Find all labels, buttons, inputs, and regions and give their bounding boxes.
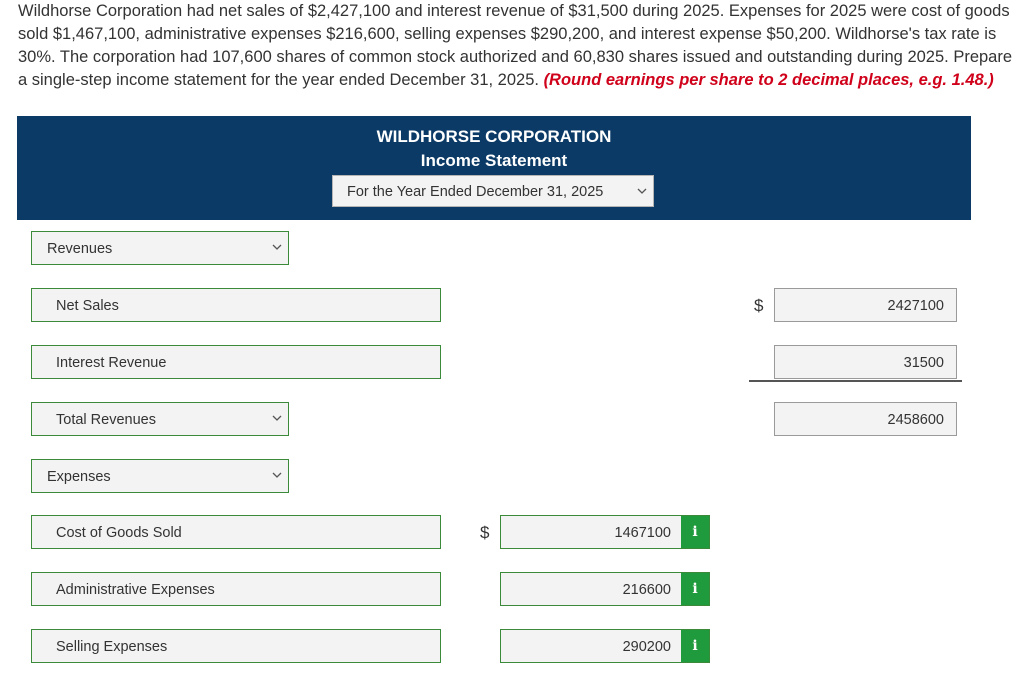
interest-revenue-amount[interactable]: 31500 [774, 345, 957, 379]
cogs-label: Cost of Goods Sold [56, 525, 182, 541]
chevron-down-icon [272, 244, 282, 250]
cogs-value: 1467100 [614, 525, 671, 541]
selling-expenses-label: Selling Expenses [56, 639, 168, 655]
info-icon[interactable]: i [681, 630, 709, 662]
subtotal-rule [749, 380, 962, 382]
net-sales-label: Net Sales [56, 298, 119, 314]
total-revenues-dropdown[interactable]: Total Revenues [31, 402, 289, 436]
selling-expenses-value: 290200 [622, 639, 671, 655]
admin-expenses-label: Administrative Expenses [56, 582, 215, 598]
currency-symbol: $ [480, 523, 490, 542]
rounding-hint: (Round earnings per share to 2 decimal p… [543, 71, 994, 89]
expenses-heading-dropdown[interactable]: Expenses [31, 459, 289, 493]
cogs-field[interactable]: Cost of Goods Sold [31, 515, 441, 549]
admin-expenses-field[interactable]: Administrative Expenses [31, 572, 441, 606]
interest-revenue-field[interactable]: Interest Revenue [31, 345, 441, 379]
expenses-heading-label: Expenses [47, 469, 111, 485]
interest-revenue-value: 31500 [903, 355, 944, 371]
currency-symbol: $ [754, 296, 764, 315]
statement-header: WILDHORSE CORPORATION Income Statement F… [17, 116, 971, 220]
revenues-heading-dropdown[interactable]: Revenues [31, 231, 289, 265]
admin-expenses-amount[interactable]: 216600 i [500, 572, 710, 606]
period-value: For the Year Ended December 31, 2025 [347, 184, 604, 200]
revenues-heading-label: Revenues [47, 241, 113, 257]
chevron-down-icon [272, 415, 282, 421]
company-name: WILDHORSE CORPORATION [376, 127, 612, 146]
interest-revenue-label: Interest Revenue [56, 355, 167, 371]
admin-expenses-value: 216600 [622, 582, 671, 598]
selling-expenses-amount[interactable]: 290200 i [500, 629, 710, 663]
total-revenues-label: Total Revenues [56, 412, 156, 428]
period-dropdown[interactable]: For the Year Ended December 31, 2025 [332, 175, 654, 207]
info-icon[interactable]: i [681, 573, 709, 605]
total-revenues-value: 2458600 [887, 412, 944, 428]
problem-statement: Wildhorse Corporation had net sales of $… [18, 0, 1013, 92]
selling-expenses-field[interactable]: Selling Expenses [31, 629, 441, 663]
cogs-amount[interactable]: 1467100 i [500, 515, 710, 549]
total-revenues-amount[interactable]: 2458600 [774, 402, 957, 436]
net-sales-field[interactable]: Net Sales [31, 288, 441, 322]
info-icon[interactable]: i [681, 516, 709, 548]
chevron-down-icon [272, 472, 282, 478]
net-sales-value: 2427100 [887, 298, 944, 314]
problem-text: Wildhorse Corporation had net sales of $… [18, 2, 1013, 89]
chevron-down-icon [637, 188, 647, 194]
statement-title: Income Statement [420, 151, 568, 170]
net-sales-amount[interactable]: 2427100 [774, 288, 957, 322]
